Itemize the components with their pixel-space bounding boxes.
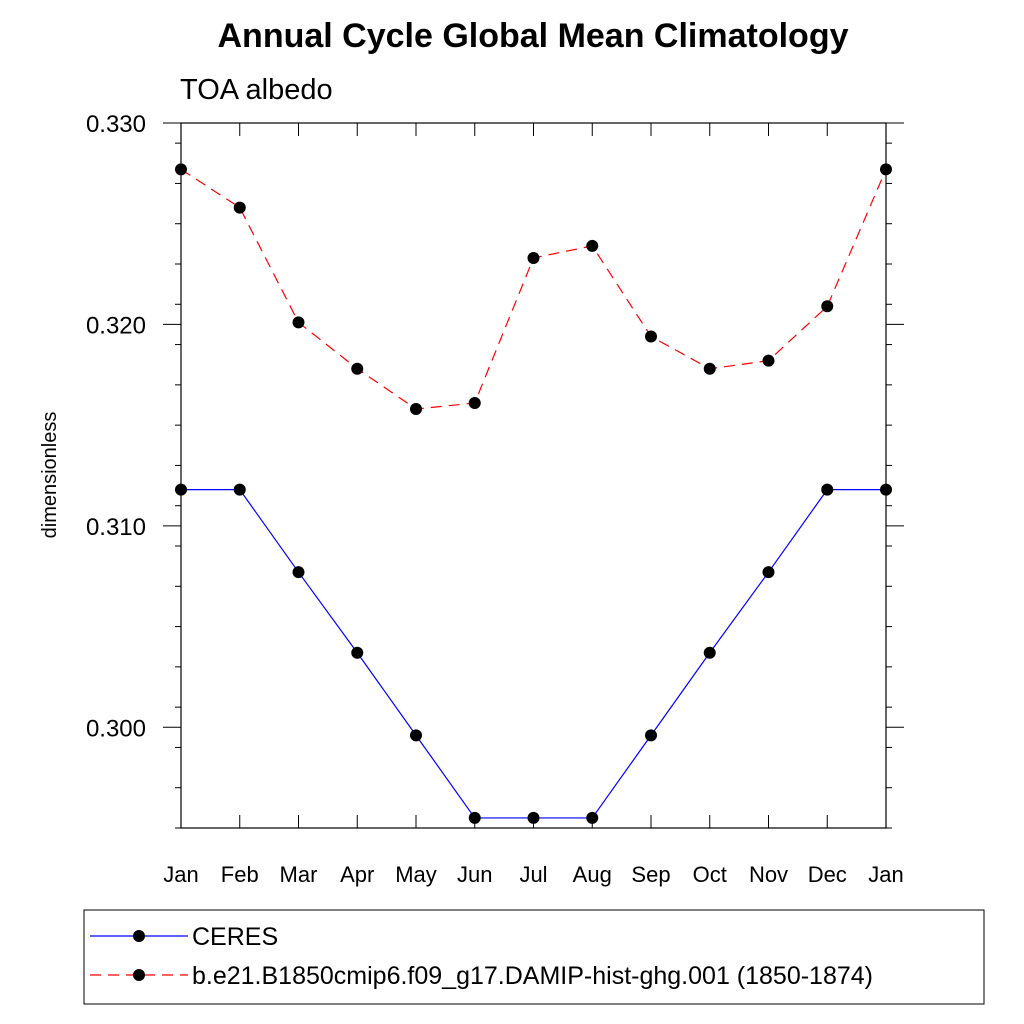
series-0-point <box>468 811 481 824</box>
y-tick-label: 0.320 <box>86 312 146 339</box>
legend-box <box>83 909 985 1005</box>
series-1-point <box>762 354 775 367</box>
legend-marker-ceres <box>133 930 145 942</box>
x-tick-label: Mar <box>280 862 318 887</box>
x-tick-label: Feb <box>221 862 259 887</box>
series-1-point <box>645 330 657 343</box>
x-tick-label: Apr <box>340 862 374 887</box>
y-tick-label: 0.310 <box>86 514 146 541</box>
series-1-point <box>586 239 599 252</box>
x-tick-label: May <box>395 862 437 887</box>
x-tick-label: Oct <box>693 862 727 887</box>
x-tick-label: Jan <box>163 862 198 887</box>
legend-label-model: b.e21.B1850cmip6.f09_g17.DAMIP-hist-ghg.… <box>192 962 873 990</box>
series-0-point <box>175 483 187 496</box>
x-tick-label: Nov <box>749 862 788 887</box>
series-line-0 <box>181 489 886 819</box>
y-axis-label: dimensionless <box>39 412 61 539</box>
series-layer <box>175 163 892 824</box>
x-tick-label: Sep <box>631 862 670 887</box>
legend-label-ceres: CERES <box>192 923 278 951</box>
series-0-point <box>821 483 834 496</box>
plot-frame <box>180 122 887 829</box>
series-1-point <box>821 300 834 313</box>
series-0-point <box>586 811 599 824</box>
x-tick-label: Jan <box>868 862 903 887</box>
series-0-point <box>351 646 364 659</box>
y-tick-label: 0.330 <box>86 111 146 138</box>
x-tick-label: Dec <box>808 862 847 887</box>
series-1-point <box>527 251 540 264</box>
series-1-point <box>351 362 364 375</box>
legend: CERES b.e21.B1850cmip6.f09_g17.DAMIP-his… <box>83 909 985 1005</box>
series-0-point <box>233 483 246 496</box>
series-line-1 <box>180 168 887 410</box>
y-tick-labels: 0.300 0.310 0.320 0.330 <box>86 111 146 742</box>
series-1-point <box>468 396 481 409</box>
x-tick-label: Jun <box>457 862 492 887</box>
axis-ticks <box>163 122 904 829</box>
x-tick-label: Jul <box>519 862 547 887</box>
series-1-point <box>410 403 422 416</box>
series-1-point <box>880 163 892 176</box>
series-1-point <box>233 201 246 214</box>
series-1-point <box>292 316 305 329</box>
series-0-point <box>645 729 657 742</box>
series-1-point <box>175 163 187 176</box>
series-1-point <box>703 362 716 375</box>
x-tick-labels: Jan Feb Mar Apr May Jun Jul Aug Sep Oct Nov Dec Jan <box>163 862 903 887</box>
series-0-point <box>703 646 716 659</box>
series-0-point <box>880 483 892 496</box>
series-0-point <box>292 566 305 579</box>
x-tick-label: Aug <box>573 862 612 887</box>
series-0-point <box>527 811 540 824</box>
y-tick-label: 0.300 <box>86 715 146 742</box>
series-0-point <box>410 729 422 742</box>
chart-subtitle: TOA albedo <box>180 74 333 106</box>
series-0-point <box>762 566 775 579</box>
legend-marker-model <box>133 969 145 981</box>
chart-title: Annual Cycle Global Mean Climatology <box>218 17 849 55</box>
